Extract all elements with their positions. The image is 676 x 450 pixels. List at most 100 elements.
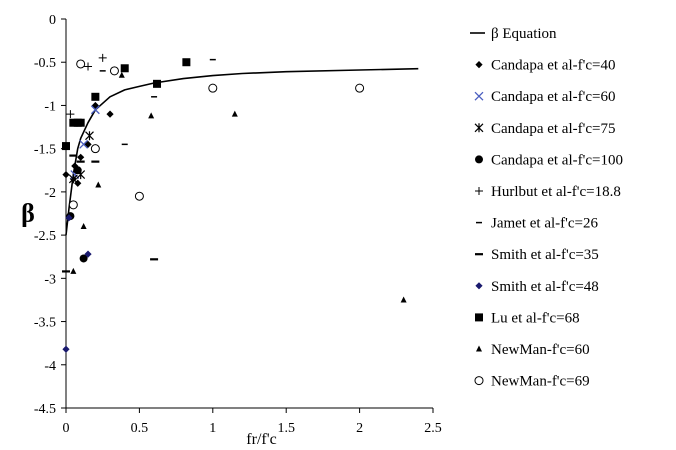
- data-point: [70, 267, 77, 274]
- data-point: [68, 200, 78, 210]
- legend-marker: [474, 91, 484, 101]
- x-tick-label: 2.5: [424, 421, 442, 436]
- data-point: [76, 118, 85, 127]
- data-point: [106, 110, 114, 118]
- y-tick-label: 0: [49, 13, 56, 28]
- x-tick-label: 0: [63, 421, 70, 436]
- data-point: [90, 144, 100, 154]
- y-tick-label: -1.5: [34, 143, 56, 158]
- legend-item: Hurlbut et al-f'c=18.8: [475, 184, 621, 200]
- legend-item: Candapa et al-f'c=60: [474, 89, 615, 105]
- y-tick-label: -1: [44, 99, 56, 114]
- x-tick-label: 0.5: [131, 421, 149, 436]
- data-point: [62, 345, 70, 353]
- series-5: [66, 53, 107, 119]
- legend-marker: [475, 282, 483, 290]
- legend-marker: [474, 123, 484, 133]
- data-point: [208, 83, 218, 93]
- legend-label: Candapa et al-f'c=60: [491, 89, 615, 105]
- data-marks: [62, 53, 419, 353]
- legend-item: Candapa et al-f'c=40: [475, 58, 615, 74]
- legend-label: β Equation: [491, 26, 557, 42]
- series-11: [68, 59, 365, 210]
- data-point: [84, 62, 93, 71]
- y-tick-label: -2: [44, 186, 56, 201]
- legend-marker: [475, 155, 483, 164]
- data-point: [69, 118, 78, 127]
- series-6: [99, 58, 216, 146]
- y-tick-label: -0.5: [34, 56, 56, 71]
- data-point: [231, 110, 238, 117]
- data-point: [66, 110, 75, 119]
- series-8: [62, 214, 92, 353]
- data-point: [62, 171, 70, 179]
- legend-item: Smith et al-f'c=48: [475, 279, 599, 295]
- legend-label: NewMan-f'c=69: [491, 374, 590, 390]
- y-tick-label: -4: [44, 359, 56, 374]
- equation-curve: [65, 67, 419, 236]
- y-axis-title: β: [21, 199, 35, 228]
- data-point: [120, 64, 129, 73]
- plot-axes: [65, 19, 433, 409]
- data-point: [68, 174, 78, 184]
- legend-label: Smith et al-f'c=48: [491, 279, 599, 295]
- x-tick-label: 1: [209, 421, 216, 436]
- legend-label: Hurlbut et al-f'c=18.8: [491, 184, 621, 200]
- x-axis-title: fr/f'c: [246, 431, 276, 448]
- data-point: [71, 162, 79, 170]
- data-point: [134, 191, 144, 201]
- data-point: [153, 79, 162, 88]
- legend-marker: [475, 313, 483, 322]
- legend-item: NewMan-f'c=69: [474, 374, 590, 390]
- legend-marker: [475, 187, 483, 195]
- legend-marker: [474, 376, 484, 386]
- legend-item: Jamet et al-f'c=26: [476, 216, 598, 232]
- data-point: [91, 101, 99, 110]
- legend-marker: [475, 61, 483, 69]
- legend-item: Smith et al-f'c=35: [475, 247, 599, 263]
- legend-label: NewMan-f'c=60: [491, 342, 590, 358]
- data-point: [80, 222, 87, 229]
- x-tick-label: 2: [356, 421, 363, 436]
- legend-item: Candapa et al-f'c=100: [475, 152, 623, 168]
- data-point: [62, 142, 70, 151]
- data-point: [148, 112, 155, 119]
- data-point: [98, 53, 107, 62]
- data-point: [77, 153, 85, 161]
- y-tick-label: -4.5: [34, 402, 56, 417]
- data-point: [79, 139, 89, 149]
- data-point: [84, 250, 92, 258]
- series-9: [62, 58, 191, 151]
- legend-label: Jamet et al-f'c=26: [491, 216, 598, 232]
- data-point: [79, 254, 88, 263]
- data-point: [85, 131, 94, 141]
- legend-marker: [476, 345, 482, 352]
- legend-item: Candapa et al-f'c=75: [474, 121, 615, 137]
- data-point: [90, 105, 100, 115]
- legend-label: Lu et al-f'c=68: [491, 310, 580, 326]
- legend: β Equation Candapa et al-f'c=40 Candapa et…: [470, 26, 623, 390]
- series-7: [62, 154, 159, 273]
- data-point: [76, 59, 86, 69]
- legend-label: Candapa et al-f'c=75: [491, 121, 615, 137]
- legend-label: Candapa et al-f'c=40: [491, 58, 615, 74]
- data-point: [65, 214, 73, 222]
- data-point: [400, 296, 407, 303]
- x-tick-label: 1.5: [277, 421, 295, 436]
- y-tick-label: -3: [44, 272, 56, 287]
- legend-label: Smith et al-f'c=35: [491, 247, 599, 263]
- series-0: [65, 67, 419, 236]
- legend-item: Lu et al-f'c=68: [475, 310, 580, 326]
- legend-label: Candapa et al-f'c=100: [491, 152, 623, 168]
- data-point: [95, 181, 102, 188]
- data-point: [109, 66, 119, 76]
- legend-item: NewMan-f'c=60: [476, 342, 590, 358]
- series-10: [70, 71, 407, 303]
- data-point: [73, 166, 82, 175]
- y-tick-label: -3.5: [34, 316, 56, 331]
- legend-item: β Equation: [470, 26, 557, 42]
- y-tick-label: -2.5: [34, 229, 56, 244]
- axis-ticks: 0 -0.5 -1 -1.5 -2 -2.5 -3 -3.5 -4 -4.5 0 0.5 1 1.5 2 2.…: [34, 13, 442, 436]
- data-point: [355, 83, 365, 93]
